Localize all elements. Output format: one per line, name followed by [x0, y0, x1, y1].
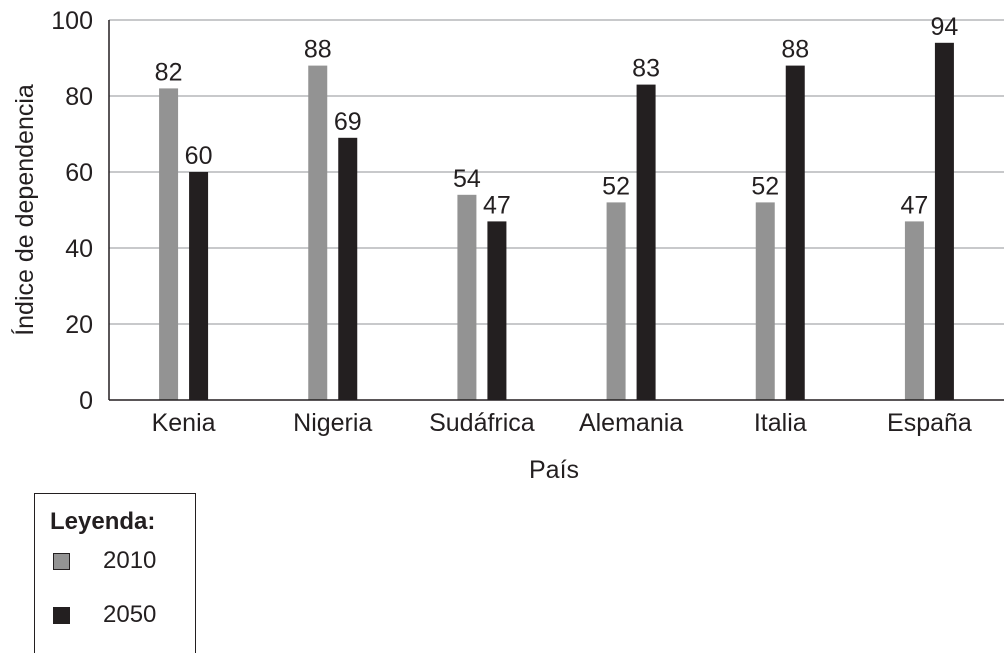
bars — [159, 42, 954, 401]
legend-swatch-2050 — [53, 606, 70, 624]
bar-2050-Kenia — [189, 172, 209, 400]
bar-2010-Nigeria — [308, 65, 328, 400]
y-tick-labels: 0 20 40 60 80 100 — [51, 7, 93, 415]
legend-label-2010: 2010 — [103, 547, 157, 574]
data-label-2050-Alemania: 83 — [632, 55, 660, 83]
data-label-2050-España: 94 — [931, 13, 959, 41]
data-label-2050-Kenia: 60 — [185, 142, 213, 170]
data-label-2010-Alemania: 52 — [602, 172, 630, 200]
y-tick-label: 60 — [65, 159, 93, 187]
bar-2010-Alemania — [606, 202, 626, 400]
x-tick-label-Kenia: Kenia — [152, 409, 216, 437]
y-tick-label: 20 — [65, 311, 93, 339]
x-tick-label-Sudáfrica: Sudáfrica — [429, 409, 535, 437]
data-label-2010-Italia: 52 — [751, 172, 779, 200]
data-label-2010-Sudáfrica: 54 — [453, 165, 481, 193]
x-tick-label-España: España — [887, 409, 972, 437]
bar-2010-Sudáfrica — [457, 194, 477, 400]
y-tick-label: 40 — [65, 235, 93, 263]
bar-2050-Nigeria — [338, 137, 358, 401]
bar-2050-España — [934, 42, 954, 401]
y-tick-label: 0 — [79, 387, 93, 415]
legend-swatch-2010 — [53, 552, 70, 570]
bar-2010-España — [904, 221, 924, 400]
legend-item-2050: 2050 — [53, 600, 156, 630]
legend-label-2050: 2050 — [103, 601, 157, 628]
bar-2010-Italia — [755, 202, 775, 400]
bar-2010-Kenia — [159, 88, 179, 401]
gridlines — [109, 19, 1004, 325]
bar-2050-Alemania — [636, 84, 656, 400]
x-tick-label-Alemania: Alemania — [579, 409, 683, 437]
data-label-2010-España: 47 — [901, 191, 929, 219]
y-tick-label: 100 — [51, 7, 93, 35]
data-label-2050-Nigeria: 69 — [334, 108, 362, 136]
legend: Leyenda: 2010 2050 — [34, 493, 196, 653]
x-tick-label-Nigeria: Nigeria — [293, 409, 372, 437]
legend-title: Leyenda: — [50, 508, 156, 535]
legend-item-2010: 2010 — [53, 546, 156, 576]
bar-2050-Italia — [785, 65, 805, 400]
x-axis-title: País — [529, 456, 579, 484]
y-axis-title: Índice de dependencia — [10, 84, 39, 336]
x-tick-labels: Kenia Nigeria Sudáfrica Alemania Italia Españ… — [152, 409, 972, 437]
data-label-2050-Italia: 88 — [781, 36, 809, 64]
data-label-2010-Kenia: 82 — [155, 58, 183, 86]
data-label-2010-Nigeria: 88 — [304, 36, 332, 64]
y-tick-label: 80 — [65, 83, 93, 111]
data-label-2050-Sudáfrica: 47 — [483, 191, 511, 219]
x-tick-label-Italia: Italia — [754, 409, 807, 437]
bar-2050-Sudáfrica — [487, 221, 507, 400]
